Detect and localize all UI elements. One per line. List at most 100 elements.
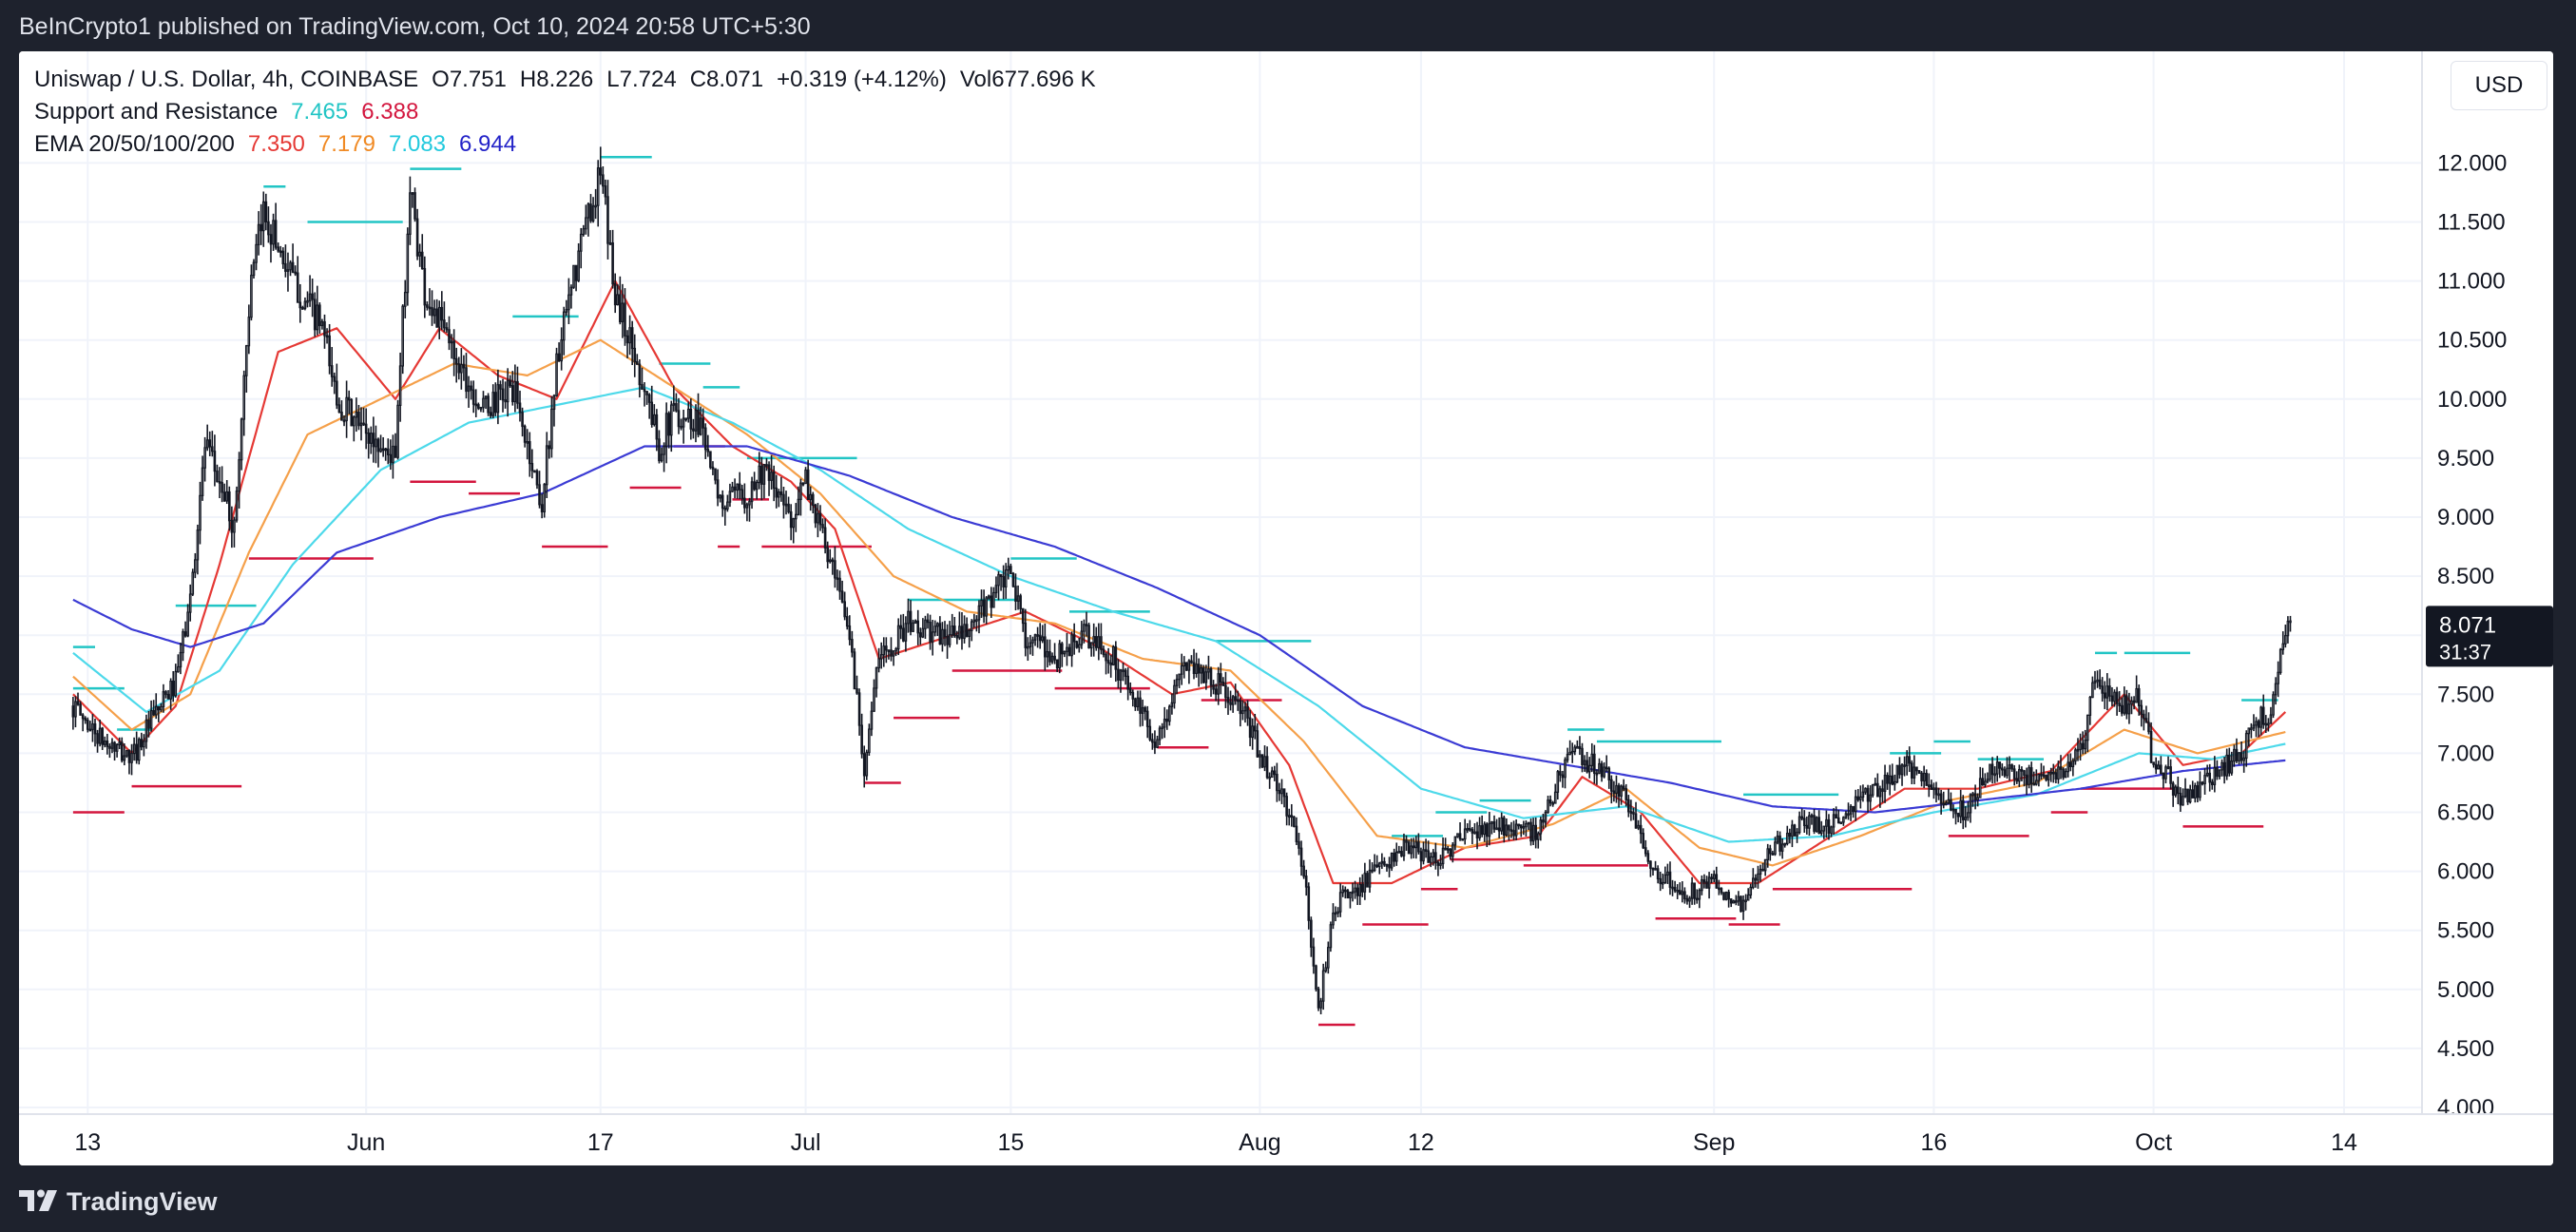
- candle-body: [1544, 811, 1548, 823]
- candle: [1471, 826, 1474, 845]
- candle: [1449, 848, 1452, 860]
- candle-body: [1145, 710, 1149, 727]
- candle-body: [1915, 766, 1918, 772]
- price-chart[interactable]: 4.0004.5005.0005.5006.0006.5007.0007.500…: [19, 51, 2553, 1165]
- candle-body: [1832, 814, 1836, 828]
- candle-body: [2278, 648, 2282, 673]
- candle: [987, 594, 990, 600]
- candle: [924, 615, 927, 639]
- candle: [1815, 816, 1818, 833]
- candle-body: [398, 365, 402, 406]
- candle-body: [706, 449, 710, 452]
- candle-body: [2144, 718, 2148, 723]
- candle-body: [853, 651, 856, 690]
- candle-body: [337, 404, 341, 414]
- candle: [1780, 837, 1784, 859]
- candle-body: [753, 481, 756, 491]
- candle: [1539, 817, 1543, 841]
- candle: [1525, 819, 1528, 837]
- candle-body: [2127, 703, 2131, 715]
- candle: [1740, 895, 1742, 913]
- candle-body: [1883, 774, 1887, 793]
- sr-legend[interactable]: Support and Resistance 7.465 6.388: [34, 99, 432, 125]
- candle: [437, 300, 441, 339]
- candle: [977, 600, 981, 634]
- candle-body: [1492, 821, 1496, 830]
- candle: [929, 614, 932, 650]
- candle-body: [211, 446, 214, 452]
- candle-body: [1009, 566, 1012, 574]
- candle-body: [726, 501, 729, 510]
- candle: [736, 483, 739, 499]
- x-tick-label: Jul: [791, 1129, 821, 1156]
- candle-body: [1204, 671, 1208, 683]
- candle-body: [831, 559, 835, 563]
- candle: [1429, 852, 1432, 868]
- candle-body: [801, 482, 805, 486]
- candle: [2037, 773, 2041, 787]
- candle-body: [543, 484, 546, 512]
- candle: [2054, 768, 2058, 784]
- candle: [1478, 817, 1481, 841]
- symbol-legend[interactable]: Uniswap / U.S. Dollar, 4h, COINBASE O7.75…: [34, 67, 1109, 93]
- candle-body: [767, 464, 771, 481]
- candle: [692, 418, 695, 439]
- candle-body: [1248, 717, 1252, 739]
- candle: [394, 433, 397, 458]
- candle-body: [1031, 639, 1034, 644]
- candle: [125, 749, 128, 759]
- candle-body: [2191, 789, 2195, 799]
- candle-body: [1187, 660, 1191, 671]
- candle-body: [428, 306, 432, 310]
- candle-body: [1312, 946, 1316, 967]
- candle: [284, 244, 287, 278]
- candle: [750, 476, 754, 510]
- chart-panel[interactable]: 4.000 4.500 5.000 5.500 6.000 6.500 7.000 7.500…: [19, 51, 2553, 1165]
- candle: [308, 275, 312, 307]
- candle-body: [2169, 766, 2172, 784]
- candle: [2196, 780, 2200, 803]
- candle-body: [1451, 844, 1454, 857]
- candle-body: [477, 404, 480, 409]
- candle-body: [965, 624, 969, 638]
- candle: [2235, 738, 2239, 763]
- candle-body: [638, 363, 642, 386]
- candle-body: [2067, 761, 2070, 773]
- candle-body: [694, 410, 698, 432]
- candle-body: [652, 414, 656, 425]
- candle: [2135, 675, 2138, 703]
- candle-body: [1973, 793, 1977, 801]
- ema-legend[interactable]: EMA 20/50/100/200 7.350 7.179 7.083 6.944: [34, 131, 529, 158]
- candle: [1752, 868, 1755, 890]
- candle: [1053, 643, 1056, 664]
- candle: [132, 737, 136, 761]
- candle-body: [1971, 793, 1974, 797]
- candle: [1407, 839, 1411, 855]
- candle-body: [1984, 780, 1987, 786]
- candle: [860, 713, 863, 759]
- ema-indicator-name: EMA 20/50/100/200: [34, 131, 235, 157]
- candle-body: [970, 621, 973, 631]
- candle: [628, 315, 631, 356]
- candle-body: [982, 599, 986, 617]
- candle: [1774, 837, 1777, 857]
- candle: [1632, 807, 1635, 820]
- candle-body: [2113, 691, 2116, 703]
- candle: [1041, 625, 1045, 644]
- currency-button[interactable]: USD: [2451, 61, 2547, 110]
- candle: [1832, 808, 1836, 835]
- candle-body: [611, 241, 614, 285]
- candle: [1156, 735, 1159, 749]
- candle-body: [875, 666, 878, 689]
- candle-body: [647, 394, 651, 403]
- candle: [2074, 747, 2077, 765]
- candle: [1705, 876, 1708, 889]
- candle: [765, 457, 768, 472]
- candle: [985, 596, 988, 625]
- candle-body: [216, 470, 219, 483]
- candle: [1102, 645, 1105, 658]
- candle-body: [1170, 702, 1174, 707]
- candle-body: [1556, 771, 1560, 793]
- candle: [613, 273, 617, 314]
- candle-body: [2160, 764, 2163, 774]
